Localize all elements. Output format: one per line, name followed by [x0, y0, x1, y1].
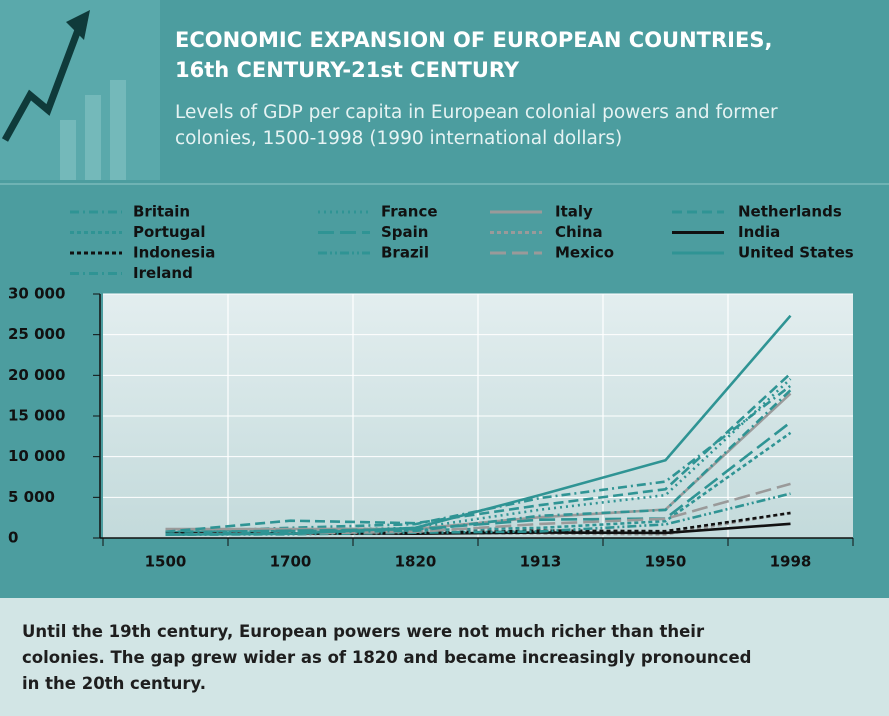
icon-bar — [110, 80, 126, 180]
series-line — [165, 492, 791, 537]
y-tick-label: 10 000 — [8, 447, 65, 465]
note-line: Until the 19th century, European powers … — [22, 622, 705, 641]
legend-label: Indonesia — [133, 244, 215, 262]
x-tick-label: 1998 — [770, 553, 812, 571]
legend-label: France — [381, 203, 438, 221]
series-line — [165, 482, 791, 536]
legend-label: United States — [738, 244, 854, 262]
series-line — [165, 392, 792, 531]
x-tick-label: 1913 — [520, 553, 562, 571]
legend-label: Ireland — [133, 264, 193, 282]
note-panel — [0, 598, 889, 716]
subtitle-line: Levels of GDP per capita in European col… — [175, 102, 778, 123]
note-line: colonies. The gap grew wider as of 1820 … — [22, 648, 752, 667]
series-line — [165, 314, 792, 537]
legend-label: China — [555, 223, 603, 241]
icon-bar — [85, 95, 101, 180]
legend-label: Brazil — [381, 244, 429, 262]
legend-label: Netherlands — [738, 203, 842, 221]
header-icon — [0, 0, 160, 180]
x-tick-label: 1500 — [145, 553, 187, 571]
note-line: in the 20th century. — [22, 674, 207, 693]
chart: 0 5 000 10 000 15 000 20 000 25 000 30 000 1500… — [8, 203, 854, 571]
series-line — [165, 389, 792, 536]
x-tick-label: 1950 — [645, 553, 687, 571]
y-tick-label: 0 — [8, 529, 18, 547]
icon-arrow — [1, 28, 82, 142]
icon-arrow-head — [66, 10, 90, 40]
x-tick-label: 1820 — [395, 553, 437, 571]
y-tick-label: 25 000 — [8, 325, 65, 343]
legend-label: Portugal — [133, 223, 206, 241]
legend-label: Britain — [133, 203, 190, 221]
legend-label: Spain — [381, 223, 428, 241]
series-line — [165, 431, 792, 535]
title-line: ECONOMIC EXPANSION OF EUROPEAN COUNTRIES… — [175, 28, 773, 52]
series-line — [165, 511, 791, 535]
y-tick-label: 20 000 — [8, 366, 65, 384]
subtitle-line: colonies, 1500-1998 (1990 international … — [175, 128, 623, 149]
x-tick-label: 1700 — [270, 553, 312, 571]
legend-label: Mexico — [555, 244, 614, 262]
legend-label: Italy — [555, 203, 593, 221]
series-line — [165, 372, 792, 534]
legend-label: India — [738, 223, 780, 241]
divider — [0, 183, 889, 185]
y-tick-label: 30 000 — [8, 285, 65, 303]
series-line — [165, 377, 792, 534]
y-tick-label: 15 000 — [8, 407, 65, 425]
y-tick-label: 5 000 — [8, 488, 55, 506]
title-line: 16th CENTURY-21st CENTURY — [175, 58, 520, 82]
icon-bar — [60, 120, 76, 180]
